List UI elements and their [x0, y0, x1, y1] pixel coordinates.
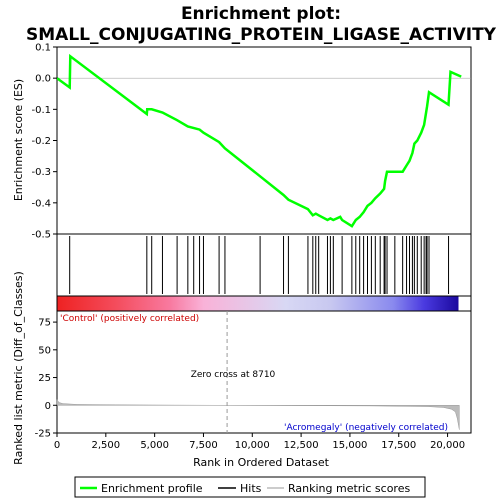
x-tick-label: 5,000 — [140, 440, 169, 451]
metric-y-axis-label: Ranked list metric (Diff_of_Classes) — [12, 271, 25, 465]
x-tick-label: 15,000 — [332, 440, 367, 451]
legend-label-ranking-metric: Ranking metric scores — [288, 482, 410, 495]
x-tick-label: 7,500 — [189, 440, 218, 451]
metric-frame — [56, 310, 472, 434]
x-tick-label: 10,000 — [235, 440, 270, 451]
ranking-color-bar — [56, 295, 472, 312]
zero-cross-label: Zero cross at 8710 — [191, 370, 276, 380]
legend-box — [74, 476, 426, 498]
enrichment-profile-line — [57, 53, 462, 228]
ranking-metric-area — [56, 398, 460, 430]
enrichment-panel: 0.1 0.0 -0.1 -0.2 -0.3 -0.4 -0.5 Enrichment sc… — [12, 43, 472, 241]
x-tick-label: 2,500 — [92, 440, 121, 451]
x-tick-label: 12,500 — [284, 440, 319, 451]
x-axis-label: Rank in Ordered Dataset — [193, 456, 330, 469]
x-tick-label: 0 — [54, 440, 60, 451]
hits-panel — [56, 233, 472, 297]
legend-label-enrichment-profile: Enrichment profile — [101, 482, 203, 495]
es-y-tick-label: -0.4 — [31, 198, 51, 209]
metric-y-tick-label: 25 — [38, 373, 51, 384]
x-tick-label: 17,500 — [381, 440, 416, 451]
es-y-tick-label: -0.3 — [31, 167, 51, 178]
negative-correlation-label: 'Acromegaly' (negatively correlated) — [284, 423, 448, 433]
es-y-ticks: 0.1 0.0 -0.1 -0.2 -0.3 -0.4 -0.5 — [31, 43, 57, 241]
metric-y-ticks: 75 50 25 0 -25 — [35, 318, 57, 440]
metric-x-ticks: 0 2,500 5,000 7,500 10,000 12,500 15,000 17,500… — [54, 433, 465, 451]
legend: Enrichment profile Hits Ranking metric s… — [74, 476, 426, 498]
es-y-tick-label: -0.2 — [31, 136, 51, 147]
metric-y-tick-label: -25 — [35, 429, 51, 440]
enrichment-frame — [56, 46, 472, 235]
hit-lines — [69, 236, 450, 294]
legend-label-hits: Hits — [240, 482, 262, 495]
es-y-axis-label: Enrichment score (ES) — [12, 79, 25, 201]
positive-correlation-label: 'Control' (positively correlated) — [60, 314, 199, 324]
es-y-tick-label: -0.1 — [31, 105, 51, 116]
chart-subtitle: SMALL_CONJUGATING_PROTEIN_LIGASE_ACTIVIT… — [26, 25, 497, 45]
x-tick-label: 20,000 — [430, 440, 465, 451]
hits-frame — [56, 233, 472, 297]
es-y-tick-label: -0.5 — [31, 230, 51, 241]
es-y-tick-label: 0.0 — [35, 74, 51, 85]
es-y-tick-label: 0.1 — [35, 43, 51, 54]
metric-y-tick-label: 75 — [38, 318, 51, 329]
metric-y-tick-label: 0 — [45, 401, 51, 412]
chart-title: Enrichment plot: — [181, 4, 341, 24]
metric-y-tick-label: 50 — [38, 345, 51, 356]
